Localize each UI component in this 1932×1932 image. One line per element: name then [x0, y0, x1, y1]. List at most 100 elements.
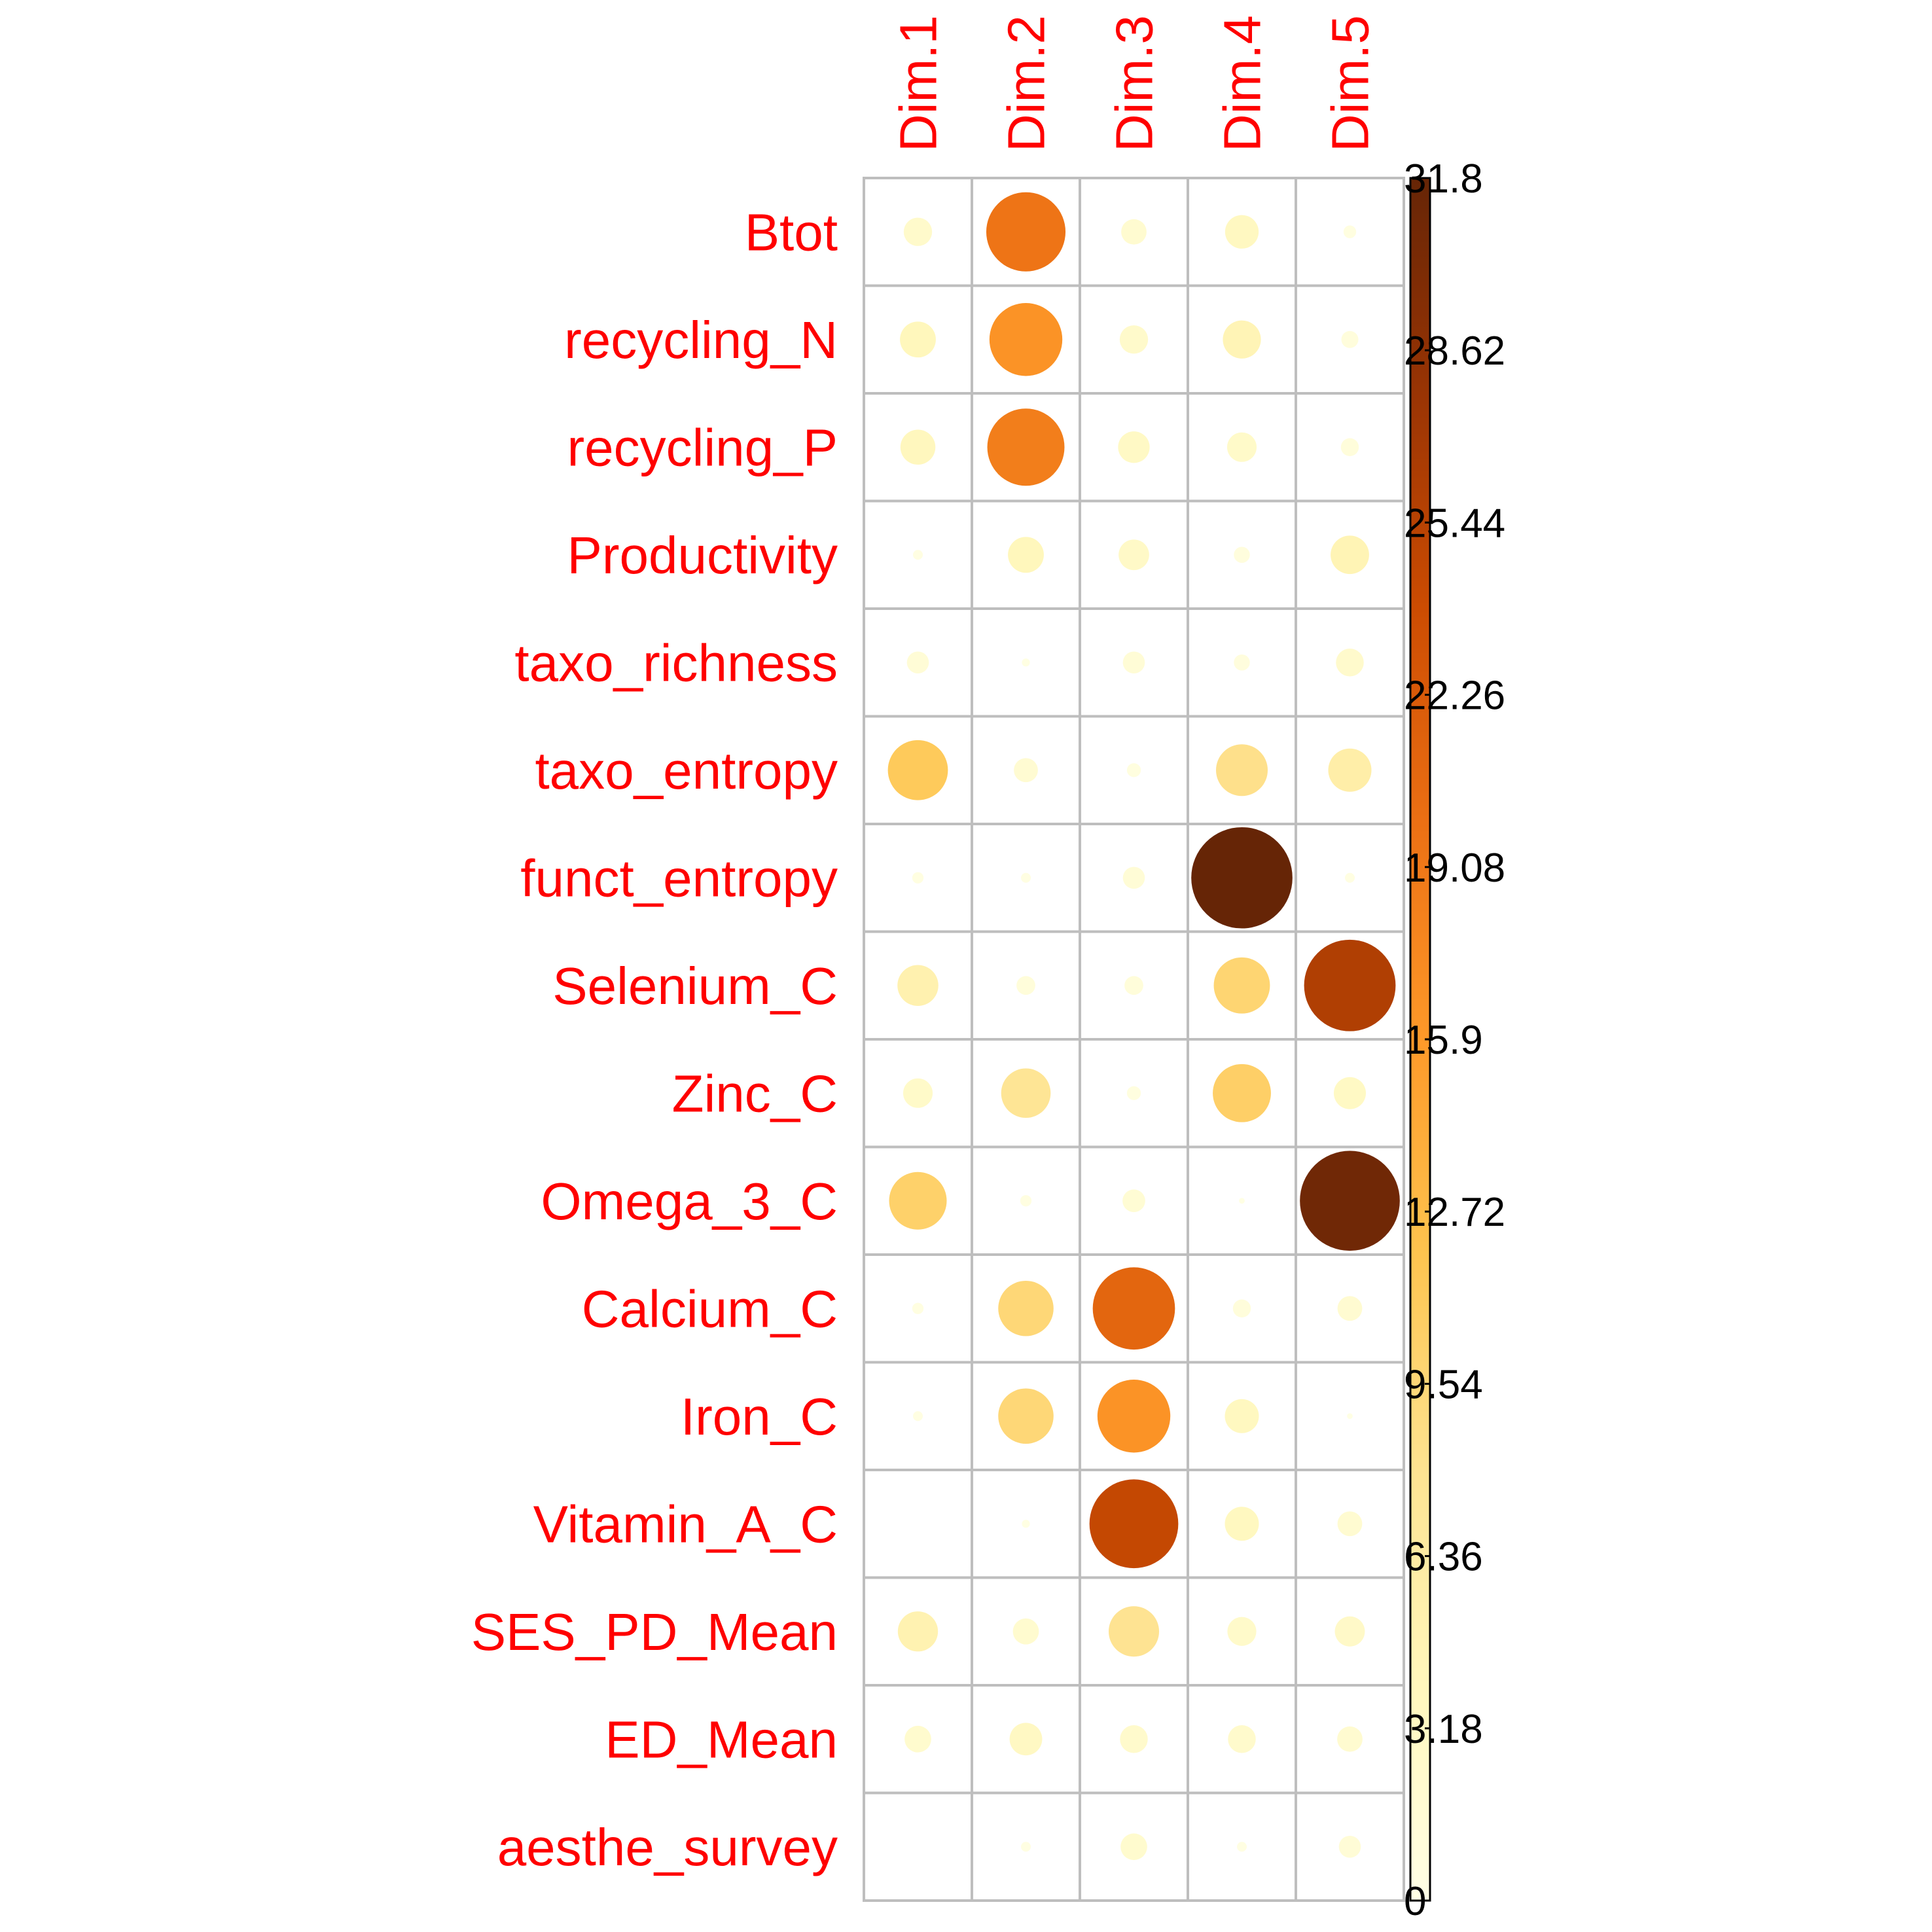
contribution-circle [1225, 215, 1259, 249]
contribution-circle [1228, 1725, 1256, 1753]
column-label: Dim.4 [1213, 15, 1272, 152]
row-labels: Btot recycling_N recycling_P Productivity ta… [471, 203, 838, 1876]
contribution-circle [1120, 1833, 1147, 1861]
row-label: aesthe_survey [497, 1818, 838, 1876]
contribution-circle [912, 1302, 924, 1314]
contribution-circle [1328, 748, 1372, 792]
column-label: Dim.3 [1105, 15, 1164, 152]
contribution-circle [889, 1172, 947, 1230]
contribution-circle [1118, 431, 1150, 463]
contribution-circle [1232, 1299, 1251, 1317]
contribution-circle [900, 429, 936, 465]
contribution-circle [1122, 651, 1145, 674]
contribution-circle [1304, 939, 1396, 1031]
contribution-circle [1118, 539, 1149, 571]
grid-cell [863, 1791, 973, 1902]
color-bar-tick-label: 22.26 [1404, 673, 1505, 719]
contribution-circle [1191, 827, 1293, 929]
contribution-circle [1333, 1077, 1367, 1109]
contribution-circle [897, 1611, 939, 1652]
color-bar-tick-label: 12.72 [1404, 1190, 1505, 1235]
contribution-circles [887, 192, 1400, 1861]
contribution-circle [1124, 976, 1143, 995]
contribution-circle [1331, 535, 1369, 575]
contribution-circle [904, 1725, 931, 1753]
contribution-circle [1340, 438, 1359, 456]
contribution-circle [912, 1411, 923, 1422]
contribution-circle [1122, 867, 1145, 889]
color-bar-tick-label: 19.08 [1404, 846, 1505, 891]
contribution-circle [1226, 432, 1257, 462]
contribution-circle [1119, 325, 1149, 354]
contribution-circle [998, 1388, 1054, 1444]
contribution-circle [1239, 1198, 1245, 1204]
contribution-circle [987, 408, 1065, 486]
row-label: Iron_C [681, 1387, 838, 1446]
row-label: Btot [745, 203, 838, 261]
contribution-circle [1337, 1726, 1363, 1752]
row-label: SES_PD_Mean [471, 1603, 838, 1661]
contribution-circle [986, 192, 1066, 272]
contribution-circle [1213, 1064, 1271, 1122]
contribution-circle [1216, 744, 1268, 796]
contribution-circle [1338, 1835, 1361, 1858]
contribution-circle [1108, 1606, 1160, 1657]
row-label: Calcium_C [582, 1279, 838, 1338]
column-label: Dim.2 [997, 15, 1056, 152]
row-label: Productivity [567, 526, 838, 584]
contribution-circle [998, 1280, 1054, 1336]
row-label: Zinc_C [672, 1064, 838, 1122]
contribution-circle [1337, 1511, 1363, 1537]
contribution-circle [1001, 1068, 1051, 1118]
column-labels: Dim.1 Dim.2 Dim.3 Dim.4 Dim.5 [889, 15, 1380, 152]
row-label: ED_Mean [605, 1710, 838, 1768]
contribution-circle [1225, 1399, 1259, 1433]
contribution-circle [1227, 1617, 1257, 1646]
row-label: recycling_P [567, 418, 838, 476]
grid-cells [863, 177, 1405, 1902]
contribution-circle [1097, 1380, 1171, 1453]
contribution-circle [1120, 1725, 1148, 1753]
contribution-circle [1341, 331, 1359, 348]
contribution-circle [1126, 1086, 1141, 1100]
contribution-circle [1089, 1479, 1179, 1569]
column-label: Dim.5 [1321, 15, 1380, 152]
grid-cell [1295, 1791, 1405, 1902]
row-label: Omega_3_C [541, 1172, 838, 1230]
contribution-circle [1020, 872, 1031, 883]
contribution-circle [1344, 872, 1355, 883]
contribution-circle [1236, 1842, 1247, 1852]
contribution-circle [887, 740, 948, 800]
contribution-circle [912, 872, 924, 884]
row-label: taxo_richness [514, 634, 838, 692]
contribution-circle [1337, 1296, 1363, 1321]
color-legend: 0 3.18 6.36 9.54 12.72 15.9 19.08 22.26 25.44 28.… [1404, 156, 1505, 1924]
row-label: Vitamin_A_C [533, 1495, 838, 1553]
column-label: Dim.1 [889, 15, 948, 152]
contribution-circle [1022, 1520, 1030, 1528]
contribution-circle [906, 651, 929, 674]
contribution-circle [1347, 1413, 1353, 1420]
contribution-circle [1234, 654, 1250, 671]
contribution-circle [989, 303, 1063, 376]
contribution-circle [1016, 976, 1035, 995]
color-bar-tick-label: 31.8 [1404, 156, 1483, 202]
row-label: funct_entropy [520, 849, 838, 907]
contribution-circle [897, 965, 939, 1007]
contribution-circle [903, 1078, 933, 1108]
contribution-circle [1122, 1189, 1145, 1213]
contribution-circle [1300, 1151, 1400, 1251]
contribution-circle [1213, 957, 1270, 1014]
contribution-circle [1234, 546, 1250, 564]
contribution-circle [1334, 1616, 1365, 1647]
contribution-circle [1014, 758, 1038, 783]
contribution-circle [1020, 1195, 1032, 1207]
contribution-circle [1121, 219, 1147, 245]
contribution-circle [903, 217, 933, 246]
contribution-circle [1022, 658, 1030, 667]
contribution-circle [1225, 1507, 1259, 1541]
color-bar-tick-label: 3.18 [1404, 1707, 1483, 1752]
color-bar-tick-label: 0 [1404, 1879, 1426, 1924]
color-bar-tick-label: 25.44 [1404, 501, 1505, 546]
